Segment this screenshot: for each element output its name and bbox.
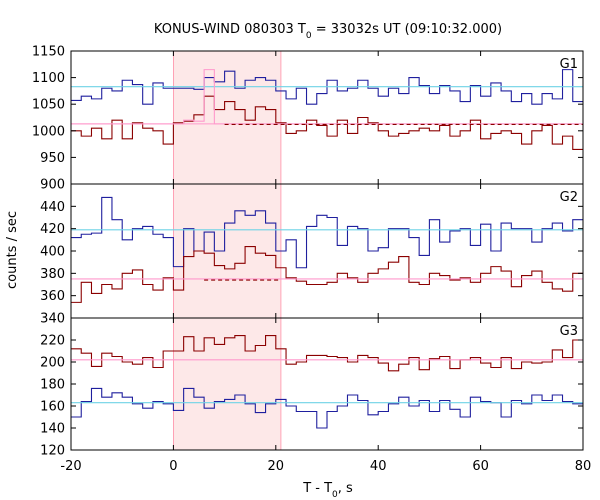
panel-2-ytick-label-5: 440 bbox=[40, 200, 65, 215]
panel-2-ytick-label-0: 340 bbox=[40, 312, 65, 327]
labels-layer: 9009501000105011001150G13403603804004204… bbox=[32, 45, 591, 475]
panel-3-ytick-label-5: 220 bbox=[40, 334, 65, 349]
ticks-layer bbox=[71, 51, 583, 450]
panel-1-ytick-label-5: 1150 bbox=[32, 45, 65, 60]
panel-3-frame bbox=[70, 317, 584, 451]
panel-1-frame bbox=[70, 50, 584, 185]
panel-3-series-2 bbox=[71, 387, 583, 429]
panel-1-ytick-label-1: 950 bbox=[40, 151, 65, 166]
x-axis-label: T - T0, s bbox=[302, 481, 353, 500]
panel-3-ytick-label-3: 180 bbox=[40, 378, 65, 393]
y-axis-label: counts / sec bbox=[5, 211, 20, 289]
xtick-label-3: 40 bbox=[370, 459, 387, 474]
xtick-label-1: 0 bbox=[169, 459, 177, 474]
panel-2-ytick-label-3: 400 bbox=[40, 245, 65, 260]
panel-1-label: G1 bbox=[560, 57, 578, 72]
highlight-layer bbox=[172, 51, 282, 450]
panel-3-ytick-label-4: 200 bbox=[40, 356, 65, 371]
panel-1-ytick-label-0: 900 bbox=[40, 178, 65, 193]
panel-3-ytick-label-1: 140 bbox=[40, 422, 65, 437]
panel-1-ytick-label-4: 1100 bbox=[32, 71, 65, 86]
panel-1-series-1 bbox=[71, 69, 583, 105]
panel-3-series-1 bbox=[71, 335, 583, 372]
panel-2-ytick-label-4: 420 bbox=[40, 222, 65, 237]
panel-1-ytick-label-2: 1000 bbox=[32, 124, 65, 139]
panel-3-label: G3 bbox=[560, 324, 578, 339]
panel-2-series-1 bbox=[71, 196, 583, 269]
panel-1-ytick-label-3: 1050 bbox=[32, 98, 65, 113]
panel-1-series-5 bbox=[71, 69, 583, 125]
panel-1-series-2 bbox=[71, 95, 583, 150]
panel-2-ytick-label-2: 380 bbox=[40, 267, 65, 282]
xtick-label-5: 80 bbox=[575, 459, 592, 474]
highlight-band bbox=[173, 51, 281, 450]
chart-title: KONUS-WIND 080303 T0 = 33032s UT (09:10:… bbox=[154, 22, 502, 41]
series-layer bbox=[71, 69, 583, 429]
panel-2-label: G2 bbox=[560, 190, 578, 205]
frames-layer bbox=[70, 50, 584, 451]
xtick-label-0: -20 bbox=[60, 459, 81, 474]
panel-2-ytick-label-1: 360 bbox=[40, 289, 65, 304]
panel-2-frame bbox=[70, 183, 584, 319]
xtick-label-4: 60 bbox=[472, 459, 489, 474]
panel-3-ytick-label-0: 120 bbox=[40, 444, 65, 459]
panel-3-ytick-label-2: 160 bbox=[40, 400, 65, 415]
xtick-label-2: 20 bbox=[268, 459, 285, 474]
panel-2-series-2 bbox=[71, 245, 583, 303]
